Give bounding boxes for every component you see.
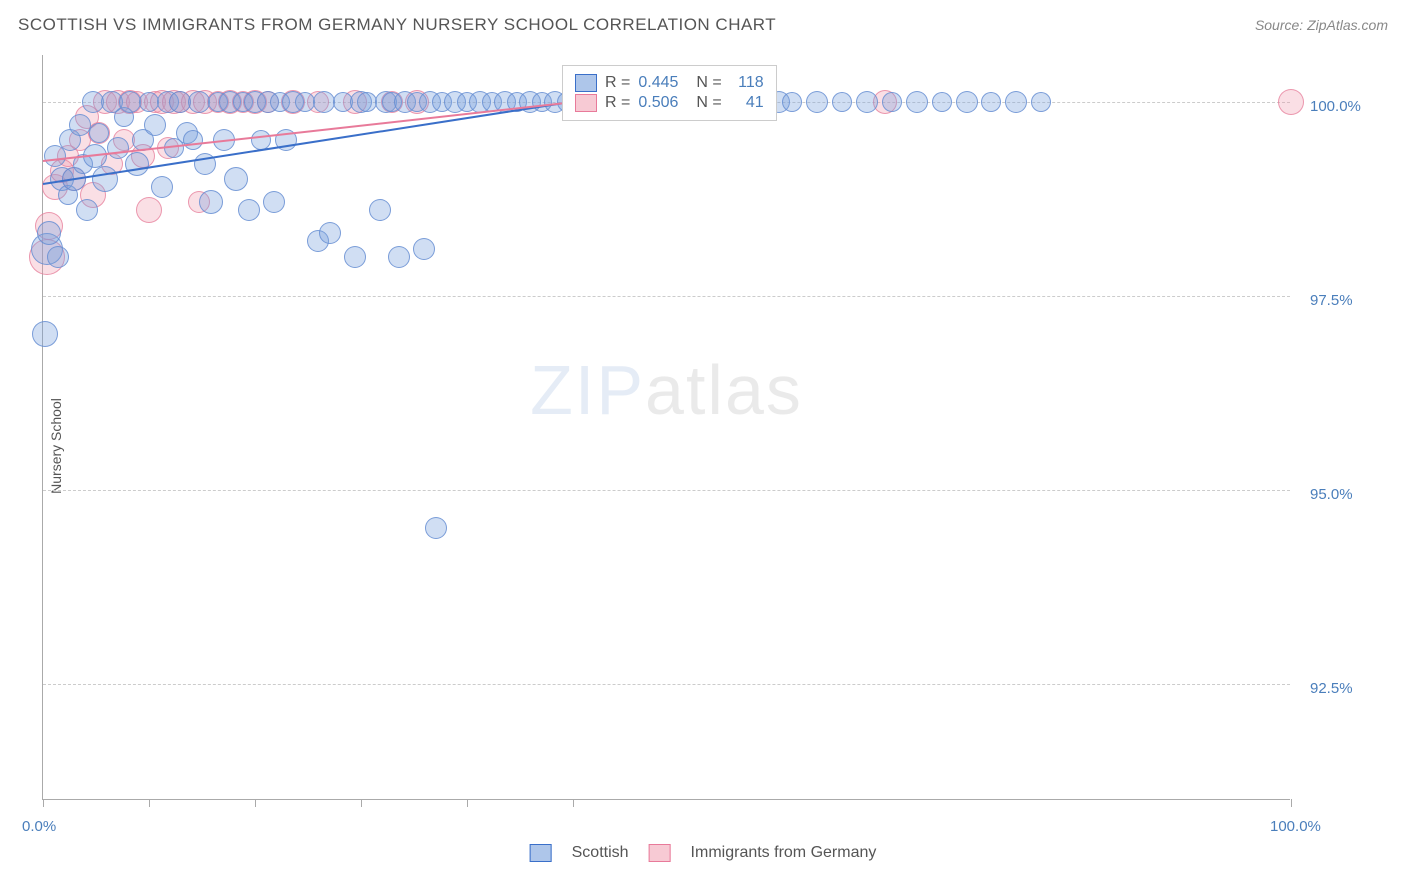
y-tick-label: 95.0% (1310, 486, 1390, 503)
legend-r-label: R = (605, 74, 630, 92)
y-tick-label: 100.0% (1310, 98, 1390, 115)
bottom-legend: Scottish Immigrants from Germany (530, 844, 877, 862)
scatter-point (856, 91, 878, 113)
title-bar: SCOTTISH VS IMMIGRANTS FROM GERMANY NURS… (18, 15, 1388, 35)
scatter-point (413, 238, 435, 260)
legend-r-value: 0.506 (638, 94, 688, 112)
legend-n-value: 118 (730, 74, 764, 92)
scatter-point (313, 91, 335, 113)
scatter-point (369, 199, 391, 221)
legend-r-label: R = (605, 94, 630, 112)
scatter-point (981, 92, 1001, 112)
x-tick (1291, 799, 1292, 807)
legend-n-label: N = (696, 74, 721, 92)
legend-label-scottish: Scottish (572, 844, 629, 862)
scatter-point (144, 114, 166, 136)
x-tick (255, 799, 256, 807)
scatter-point (188, 91, 210, 113)
legend-row: R = 0.506 N = 41 (575, 94, 764, 112)
x-tick (149, 799, 150, 807)
legend-n-label: N = (696, 94, 721, 112)
scatter-point (47, 246, 69, 268)
scatter-plot-area: ZIPatlas (42, 55, 1290, 800)
legend-swatch-germany (649, 844, 671, 862)
scatter-point (1278, 89, 1304, 115)
gridline-h (43, 684, 1290, 685)
scatter-point (956, 91, 978, 113)
scatter-point (89, 123, 109, 143)
watermark-bold: ZIP (530, 351, 645, 429)
scatter-point (832, 92, 852, 112)
gridline-h (43, 490, 1290, 491)
scatter-point (199, 190, 223, 214)
gridline-h (43, 296, 1290, 297)
legend-row: R = 0.445 N = 118 (575, 74, 764, 92)
x-tick (361, 799, 362, 807)
scatter-point (425, 517, 447, 539)
y-tick-label: 92.5% (1310, 680, 1390, 697)
scatter-point (344, 246, 366, 268)
legend-swatch (575, 74, 597, 92)
legend-swatch-scottish (530, 844, 552, 862)
scatter-point (782, 92, 802, 112)
scatter-point (119, 91, 141, 113)
x-tick-label: 100.0% (1270, 818, 1321, 835)
legend-label-germany: Immigrants from Germany (691, 844, 877, 862)
scatter-point (183, 130, 203, 150)
legend-swatch (575, 94, 597, 112)
scatter-point (932, 92, 952, 112)
scatter-point (224, 167, 248, 191)
scatter-point (151, 176, 173, 198)
x-tick (573, 799, 574, 807)
legend-n-value: 41 (730, 94, 764, 112)
scatter-point (92, 166, 118, 192)
source-label: Source: ZipAtlas.com (1255, 17, 1388, 33)
scatter-point (238, 199, 260, 221)
scatter-point (1005, 91, 1027, 113)
correlation-legend: R = 0.445 N = 118 R = 0.506 N = 41 (562, 65, 777, 121)
scatter-point (76, 199, 98, 221)
watermark-thin: atlas (645, 351, 803, 429)
scatter-point (806, 91, 828, 113)
scatter-point (69, 114, 91, 136)
scatter-point (32, 321, 58, 347)
scatter-point (136, 197, 162, 223)
scatter-point (882, 92, 902, 112)
scatter-point (388, 246, 410, 268)
scatter-point (125, 152, 149, 176)
scatter-point (263, 191, 285, 213)
x-tick (43, 799, 44, 807)
y-tick-label: 97.5% (1310, 292, 1390, 309)
scatter-point (906, 91, 928, 113)
legend-r-value: 0.445 (638, 74, 688, 92)
scatter-point (37, 221, 61, 245)
x-tick-label: 0.0% (22, 818, 56, 835)
watermark: ZIPatlas (530, 350, 803, 430)
x-tick (467, 799, 468, 807)
scatter-point (1031, 92, 1051, 112)
scatter-point (319, 222, 341, 244)
scatter-point (107, 137, 129, 159)
chart-title: SCOTTISH VS IMMIGRANTS FROM GERMANY NURS… (18, 15, 776, 35)
